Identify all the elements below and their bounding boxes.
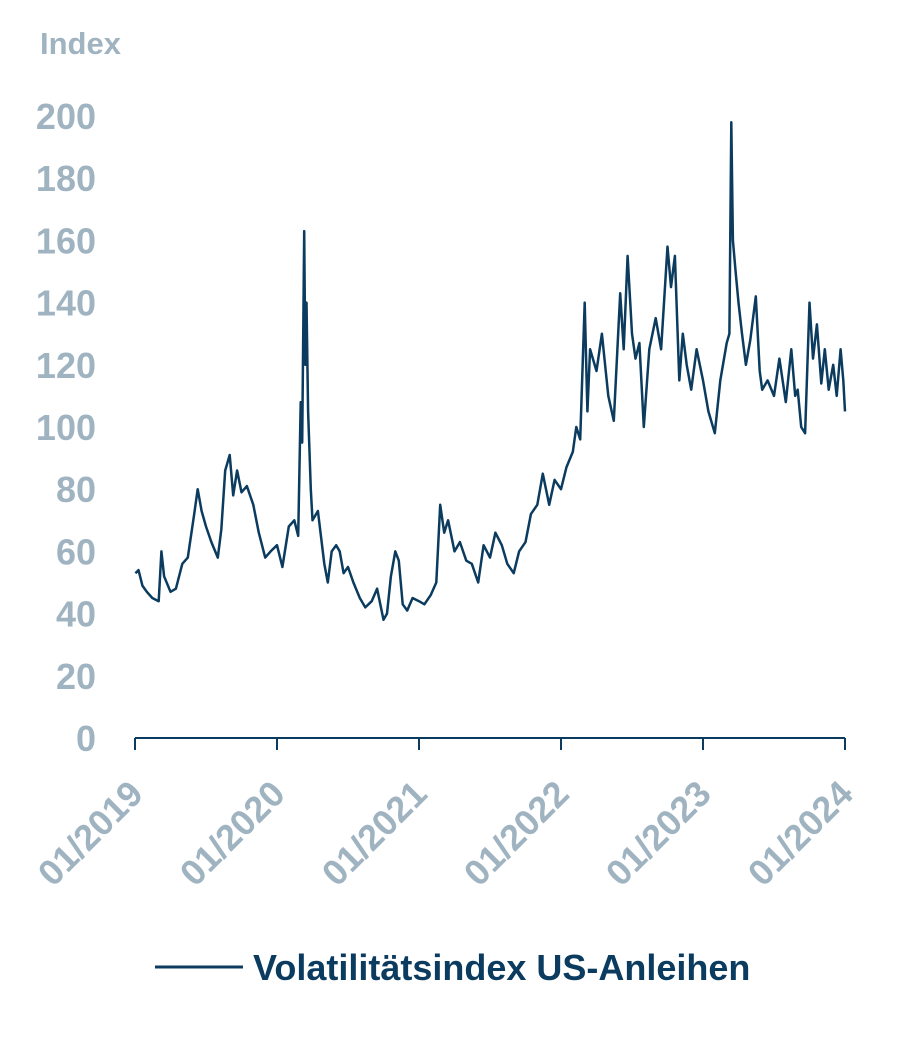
y-tick-label: 200 bbox=[36, 96, 96, 137]
legend-label: Volatilitätsindex US-Anleihen bbox=[253, 947, 750, 988]
y-tick-label: 140 bbox=[36, 283, 96, 324]
series-line-0 bbox=[134, 120, 847, 622]
y-tick-label: 160 bbox=[36, 220, 96, 261]
y-axis-unit-label: Index bbox=[40, 26, 122, 61]
y-tick-label: 0 bbox=[76, 718, 96, 759]
y-tick-label: 80 bbox=[56, 469, 96, 510]
y-tick-label: 100 bbox=[36, 407, 96, 448]
x-tick-label: 01/2022 bbox=[456, 773, 577, 894]
y-tick-label: 40 bbox=[56, 594, 96, 635]
y-tick-label: 20 bbox=[56, 656, 96, 697]
x-tick-label: 01/2023 bbox=[598, 773, 719, 894]
y-tick-label: 120 bbox=[36, 345, 96, 386]
x-tick-label: 01/2021 bbox=[314, 773, 435, 894]
y-tick-label: 180 bbox=[36, 158, 96, 199]
y-axis: 0 20 40 60 80 100 120 140 160 180 200 bbox=[36, 96, 96, 759]
x-tick-label: 01/2020 bbox=[172, 773, 293, 894]
x-tick-label: 01/2024 bbox=[740, 773, 861, 894]
legend: Volatilitätsindex US-Anleihen bbox=[155, 947, 750, 988]
y-tick-label: 60 bbox=[56, 531, 96, 572]
series-group bbox=[134, 120, 847, 622]
x-axis: 01/2019 01/2020 01/2021 01/2022 01/2023 01/20… bbox=[30, 737, 861, 894]
x-tick-label: 01/2019 bbox=[30, 773, 151, 894]
